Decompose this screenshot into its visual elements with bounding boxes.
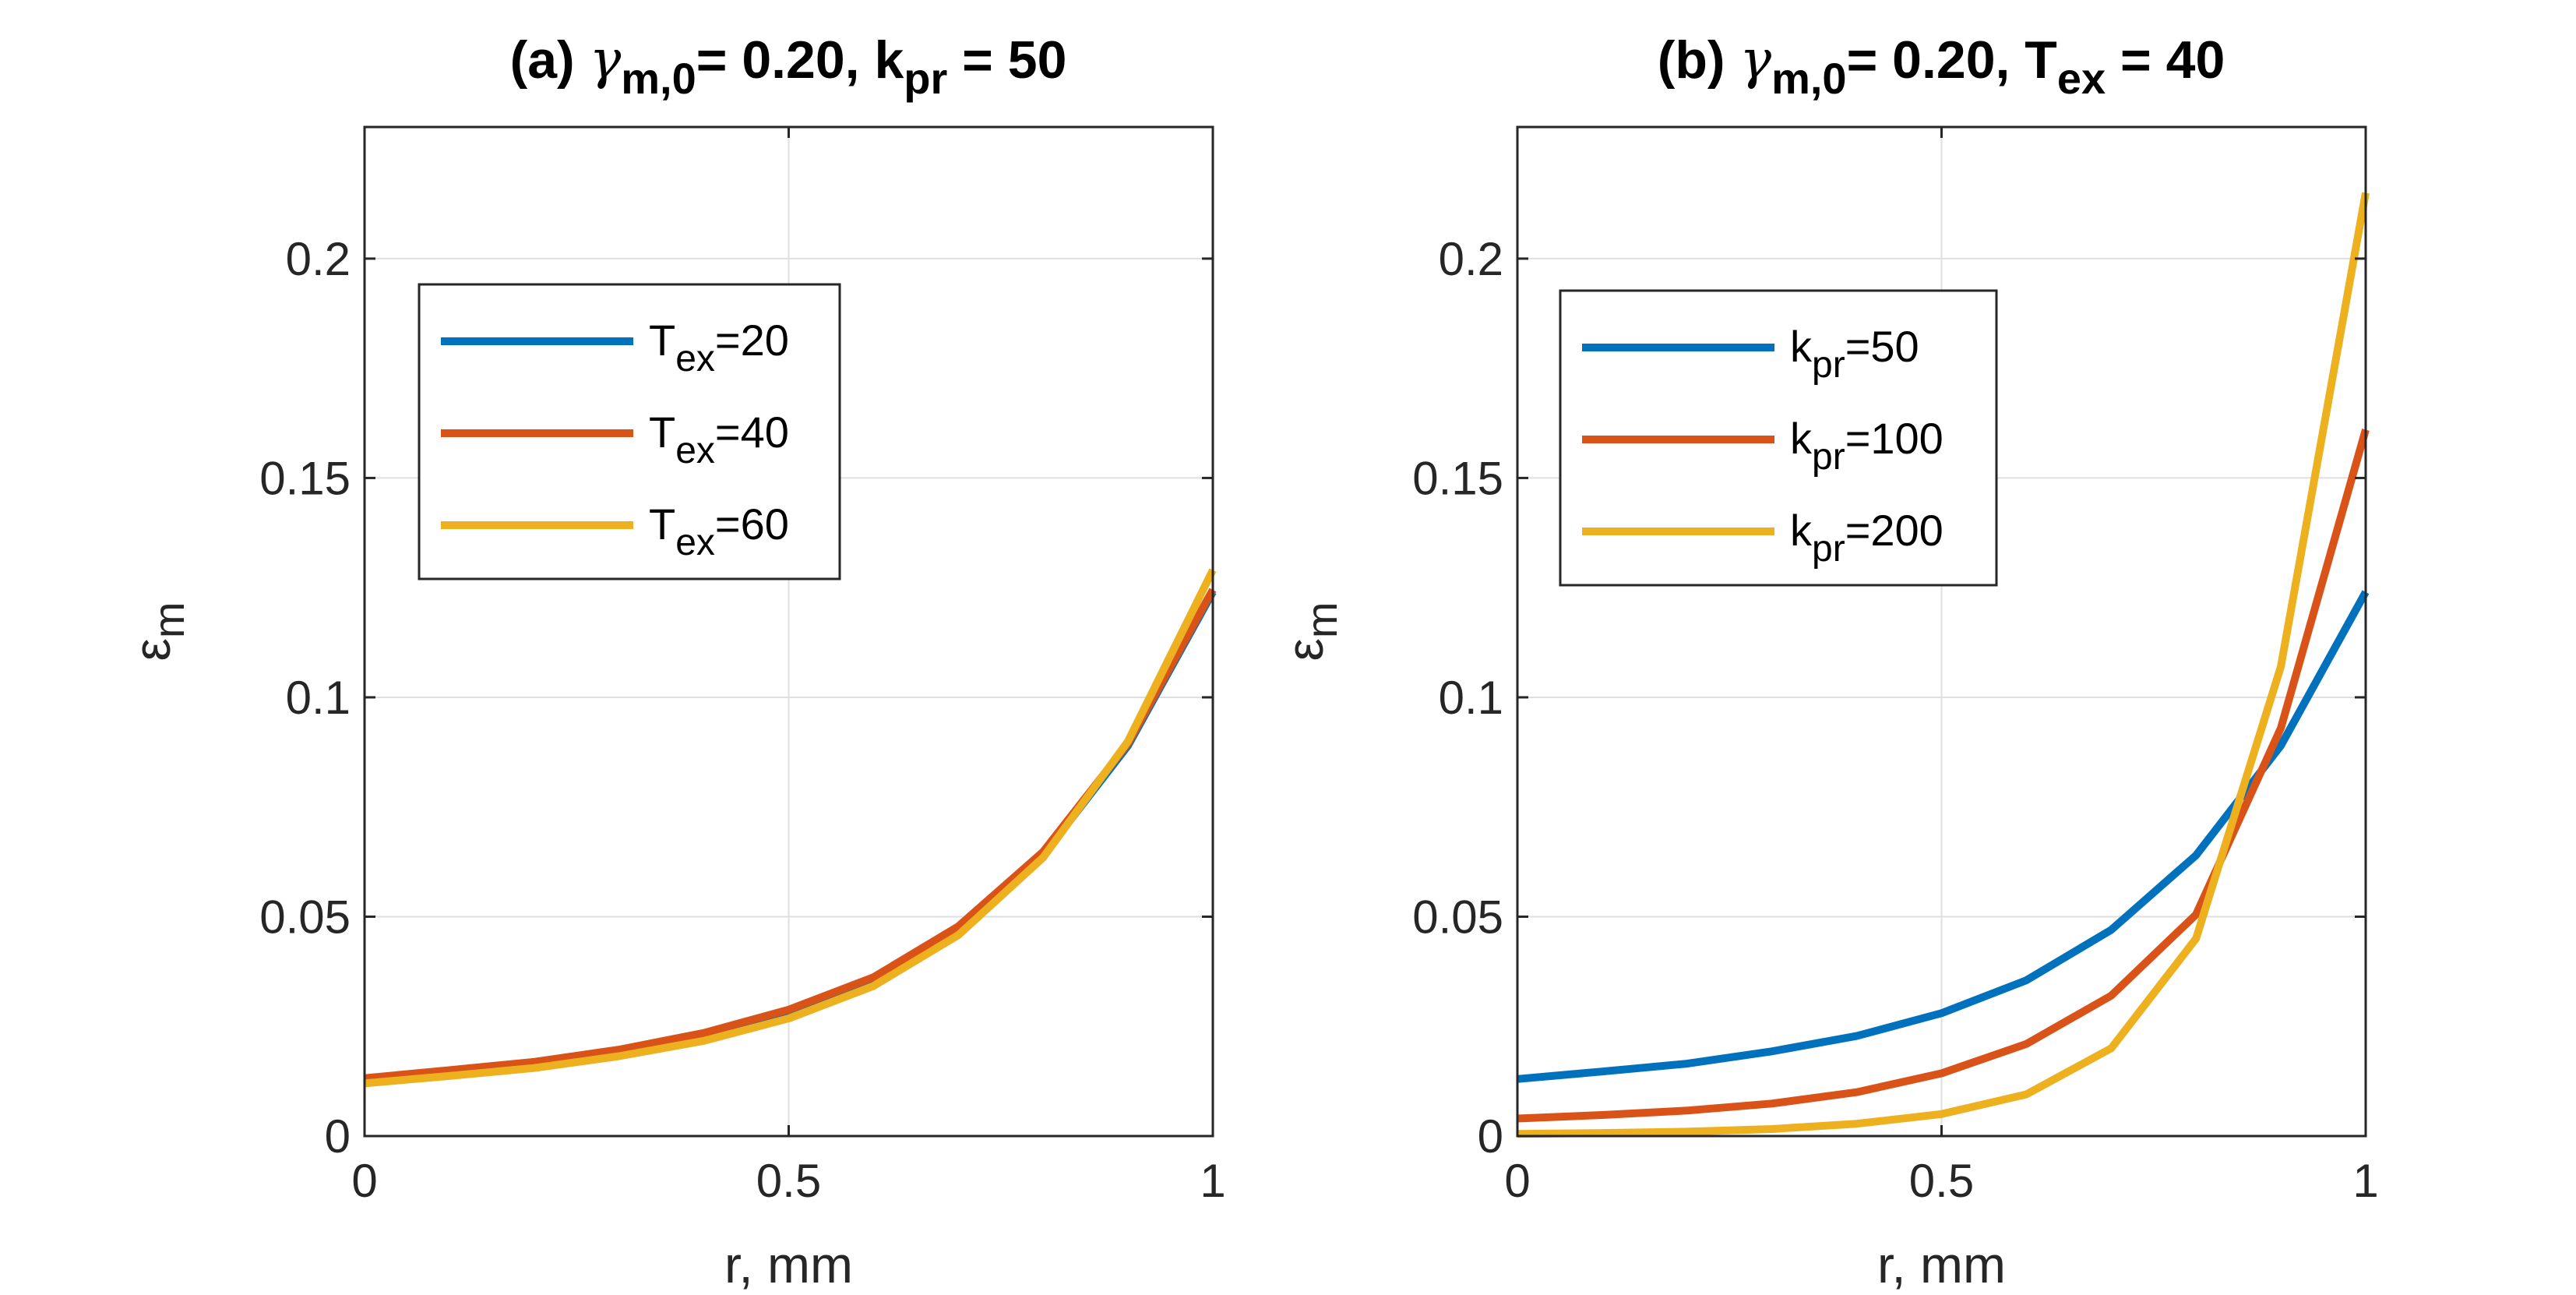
y-tick-label: 0 <box>325 1110 351 1163</box>
legend-label: Tex=40 <box>649 408 789 471</box>
legend-label: kpr=100 <box>1790 414 1943 478</box>
chart-title: (b) γm,0= 0.20, Tex = 40 <box>1658 30 2225 103</box>
x-tick-label: 0.5 <box>756 1155 821 1207</box>
y-tick-label: 0.1 <box>286 672 351 724</box>
chart-panel-b: 0 0.5 1 0 0.05 0.1 0.15 0.2 r, mm εm (b) γm,0= 0.2… <box>1276 30 2379 1293</box>
y-tick-label: 0.15 <box>259 452 351 504</box>
x-tick-label: 0.5 <box>1909 1155 1974 1207</box>
legend-label: Tex=60 <box>649 499 789 563</box>
y-tick-label: 0.15 <box>1412 452 1503 504</box>
y-tick-label: 0 <box>1478 1110 1503 1163</box>
x-tick-label: 1 <box>2352 1155 2378 1207</box>
x-tick-label: 0 <box>1504 1155 1530 1207</box>
x-tick-label: 0 <box>351 1155 377 1207</box>
chart-panel-a: 0 0.5 1 0 0.05 0.1 0.15 0.2 r, mm εm (a) γm,0= 0.2… <box>123 30 1226 1293</box>
legend: kpr=50 kpr=100 kpr=200 <box>1559 289 1998 587</box>
series-line-k-pr-50 <box>1517 590 2370 1083</box>
legend-label: kpr=200 <box>1790 506 1943 570</box>
y-axis-label: εm <box>1276 602 1346 661</box>
series-line-t-ex-60 <box>364 568 1217 1088</box>
y-tick-label: 0.2 <box>286 233 351 285</box>
y-tick-label: 0.05 <box>259 891 351 943</box>
chart-title: (a) γm,0= 0.20, kpr = 50 <box>510 30 1067 103</box>
y-tick-label: 0.2 <box>1439 233 1503 285</box>
series-line-k-pr-200 <box>1517 192 2370 1138</box>
legend: Tex=20 Tex=40 Tex=60 <box>418 283 841 580</box>
x-tick-label: 1 <box>1200 1155 1225 1207</box>
x-axis-label: r, mm <box>1877 1236 2006 1293</box>
y-tick-label: 0.05 <box>1412 891 1503 943</box>
y-axis-label: εm <box>123 602 193 661</box>
y-tick-label: 0.1 <box>1439 672 1503 724</box>
legend-label: kpr=50 <box>1790 322 1919 386</box>
x-axis-label: r, mm <box>724 1236 853 1293</box>
legend-label: Tex=20 <box>649 316 789 379</box>
